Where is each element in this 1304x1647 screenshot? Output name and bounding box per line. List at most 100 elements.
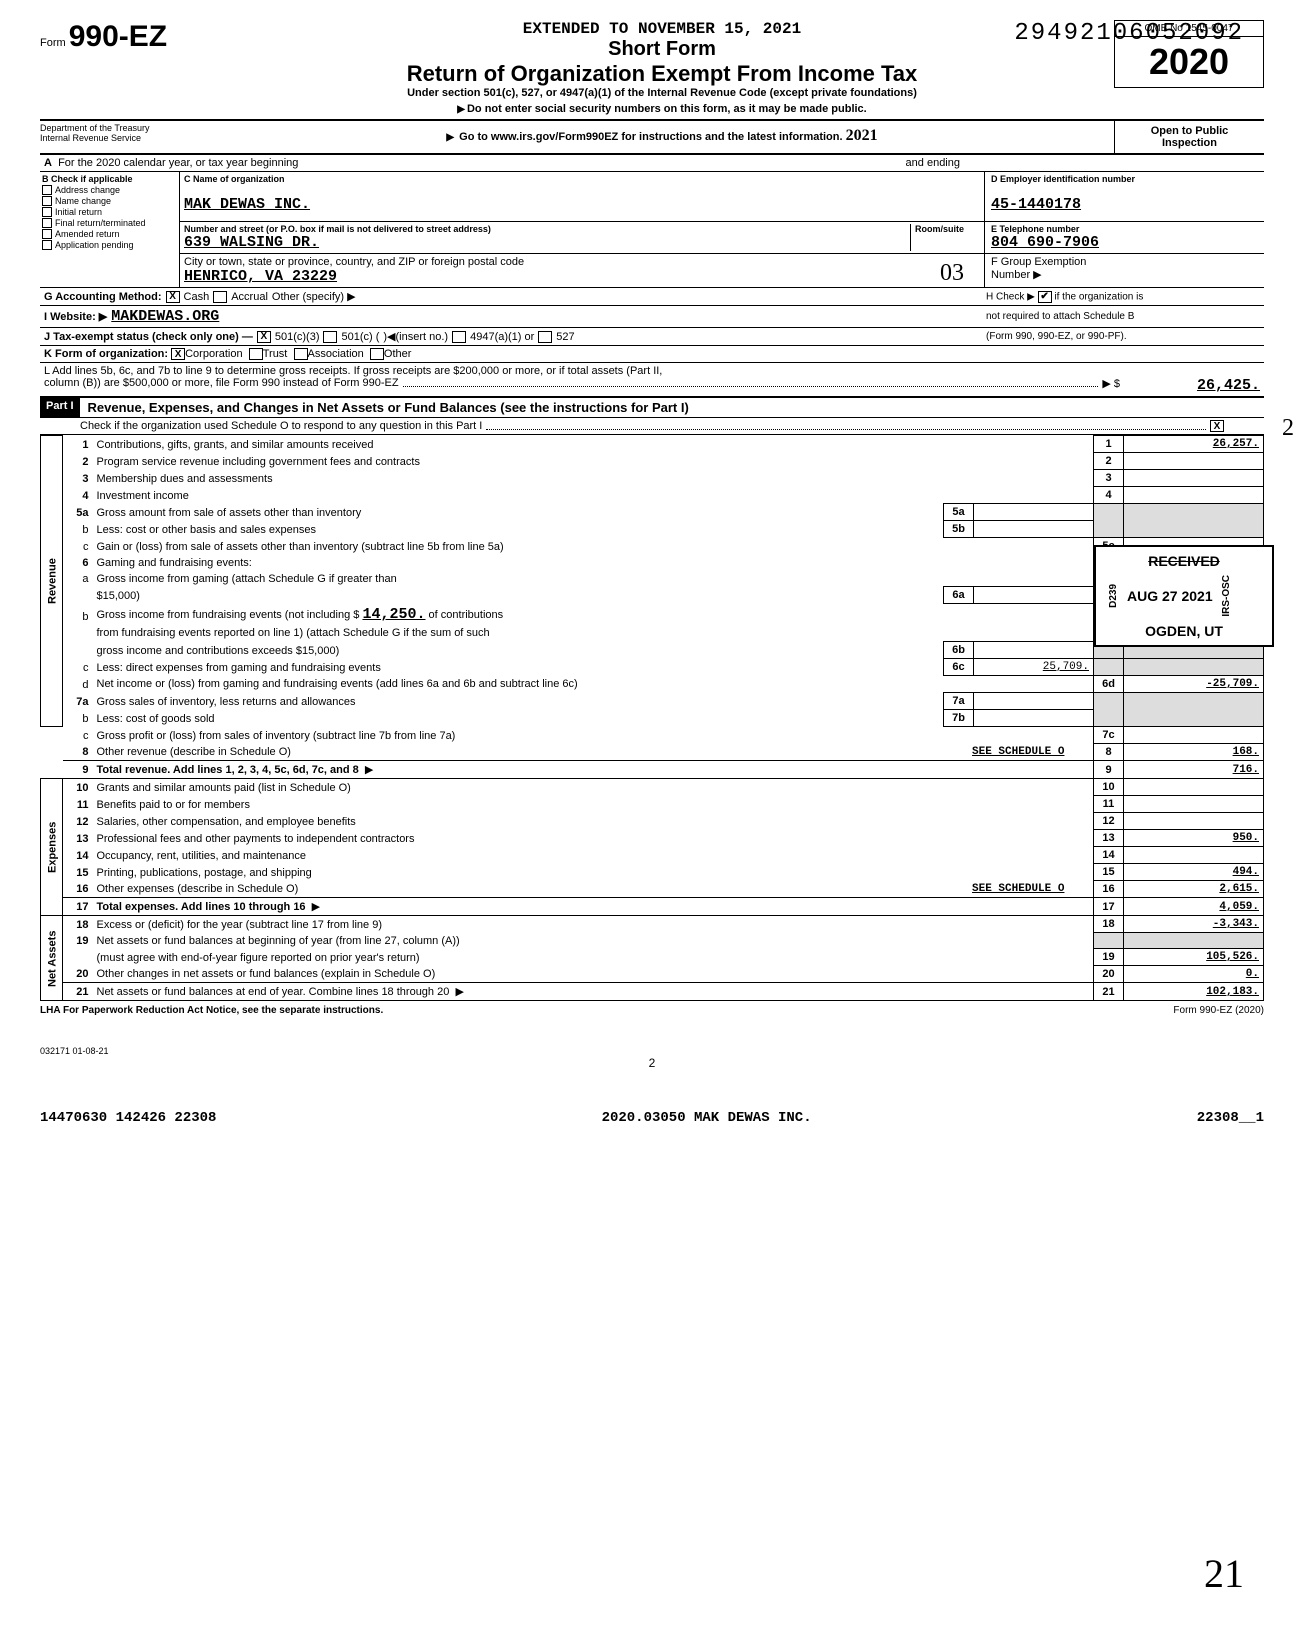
form-ez-label: Form 990-EZ (2020) [1173, 1005, 1264, 1016]
received-stamp: RECEIVED D239 AUG 27 2021 IRS-OSC OGDEN,… [1094, 545, 1274, 647]
line9-text: Total revenue. Add lines 1, 2, 3, 4, 5c,… [97, 764, 359, 776]
hand-2: 2 [1282, 415, 1294, 442]
part1-check-text: Check if the organization used Schedule … [80, 420, 482, 432]
no-ssn-line: Do not enter social security numbers on … [210, 103, 1114, 115]
section-bcdef: B Check if applicable Address change Nam… [40, 172, 1264, 288]
line7c-text: Gross profit or (loss) from sales of inv… [93, 727, 1094, 744]
form-number: 990-EZ [69, 20, 167, 53]
j-4947: 4947(a)(1) or [470, 331, 534, 343]
i-label: I Website: ▶ [44, 310, 107, 323]
line21-text: Net assets or fund balances at end of ye… [97, 986, 450, 998]
j-501c3: 501(c)(3) [275, 331, 320, 343]
phone: 804 690-7906 [991, 234, 1258, 251]
row-k: K Form of organization: XCorporation Tru… [40, 346, 1264, 363]
line9-val: 716. [1124, 761, 1264, 779]
line4-val [1124, 487, 1264, 504]
line11-val [1124, 796, 1264, 813]
chk-other[interactable] [370, 348, 384, 360]
line6b-val [974, 642, 1094, 659]
open-public: Open to Public Inspection [1114, 121, 1264, 153]
g-label: G Accounting Method: [44, 291, 162, 303]
street: 639 WALSING DR. [184, 234, 910, 251]
line8-see: SEE SCHEDULE O [944, 744, 1094, 761]
dept1: Department of the Treasury [40, 123, 210, 133]
line19-text: Net assets or fund balances at beginning… [93, 933, 1094, 949]
line14-text: Occupancy, rent, utilities, and maintena… [93, 847, 1094, 864]
line6b-text: Gross income from fundraising events (no… [97, 609, 360, 621]
line5a-text: Gross amount from sale of assets other t… [93, 504, 944, 521]
line6c-text: Less: direct expenses from gaming and fu… [93, 659, 944, 676]
chk-accrual[interactable] [213, 291, 227, 303]
line6d-val: -25,709. [1124, 676, 1264, 693]
line13-text: Professional fees and other payments to … [93, 830, 1094, 847]
ein: 45-1440178 [991, 196, 1258, 213]
a-label: A [44, 157, 52, 169]
part1-check-row: Check if the organization used Schedule … [40, 418, 1264, 435]
chk-pending[interactable] [42, 240, 52, 250]
website: MAKDEWAS.ORG [111, 308, 219, 325]
room-label: Room/suite [910, 224, 980, 251]
chk-trust[interactable] [249, 348, 263, 360]
chk-assoc[interactable] [294, 348, 308, 360]
line7c-val [1124, 727, 1264, 744]
chk-final[interactable] [42, 218, 52, 228]
k-assoc: Association [308, 348, 364, 360]
line18-val: -3,343. [1124, 916, 1264, 933]
form-label: Form [40, 37, 66, 49]
chk-4947[interactable] [452, 331, 466, 343]
form-number-block: Form 990-EZ [40, 20, 210, 54]
chk-initial[interactable] [42, 207, 52, 217]
chk-amended[interactable] [42, 229, 52, 239]
f-label: F Group Exemption [991, 256, 1258, 268]
other-label: Other (specify) ▶ [272, 290, 356, 303]
chk-h[interactable]: ✔ [1038, 291, 1052, 303]
line19-text2: (must agree with end-of-year figure repo… [93, 949, 1094, 966]
under-section: Under section 501(c), 527, or 4947(a)(1)… [210, 87, 1114, 99]
j-527: 527 [556, 331, 574, 343]
opt-address: Address change [55, 185, 120, 195]
stamp-irs: IRS-OSC [1221, 575, 1232, 617]
line7a-val [974, 693, 1094, 710]
title-block: EXTENDED TO NOVEMBER 15, 2021 Short Form… [210, 20, 1114, 115]
h-form: (Form 990, 990-EZ, or 990-PF). [980, 331, 1260, 342]
bottom-mid: 2020.03050 MAK DEWAS INC. [602, 1110, 812, 1126]
row-i: I Website: ▶ MAKDEWAS.ORG not required t… [40, 306, 1264, 328]
goto-text: Go to www.irs.gov/Form990EZ for instruct… [459, 131, 842, 143]
line20-val: 0. [1124, 966, 1264, 983]
col-def: D Employer identification number 45-1440… [984, 172, 1264, 287]
k-other: Other [384, 348, 412, 360]
stamp-received: RECEIVED [1108, 553, 1260, 569]
line7b-val [974, 710, 1094, 727]
lha-notice: LHA For Paperwork Reduction Act Notice, … [40, 1005, 383, 1016]
chk-name[interactable] [42, 196, 52, 206]
chk-corp[interactable]: X [171, 348, 185, 360]
chk-527[interactable] [538, 331, 552, 343]
line1-val: 26,257. [1124, 436, 1264, 453]
main-title: Return of Organization Exempt From Incom… [210, 61, 1114, 87]
line7b-text: Less: cost of goods sold [93, 710, 944, 727]
goto-line: Go to www.irs.gov/Form990EZ for instruct… [210, 121, 1114, 153]
opt-pending: Application pending [55, 240, 134, 250]
chk-501c3[interactable]: X [257, 331, 271, 343]
line6a-text2: $15,000) [93, 587, 944, 604]
org-name: MAK DEWAS INC. [184, 196, 980, 213]
line20-text: Other changes in net assets or fund bala… [93, 966, 1094, 983]
c-label: C Name of organization [184, 174, 980, 184]
d-label: D Employer identification number [991, 174, 1258, 184]
citystate: HENRICO, VA 23229 [184, 268, 980, 285]
col-b: B Check if applicable Address change Nam… [40, 172, 180, 287]
line2-val [1124, 453, 1264, 470]
hand-03: 03 [940, 260, 964, 287]
j-501c: 501(c) ( [341, 331, 379, 343]
line16-text: Other expenses (describe in Schedule O) [97, 883, 299, 895]
l-line1: L Add lines 5b, 6c, and 7b to line 9 to … [44, 365, 1260, 377]
chk-501c[interactable] [323, 331, 337, 343]
chk-part1[interactable]: X [1210, 420, 1224, 432]
h-block: H Check ▶ ✔ if the organization is [980, 291, 1260, 303]
opt-final: Final return/terminated [55, 218, 146, 228]
line6c-val: 25,709. [974, 659, 1094, 676]
chk-address[interactable] [42, 185, 52, 195]
chk-cash[interactable]: X [166, 291, 180, 303]
f-number: Number ▶ [991, 268, 1258, 281]
line6b-text4: gross income and contributions exceeds $… [93, 642, 944, 659]
